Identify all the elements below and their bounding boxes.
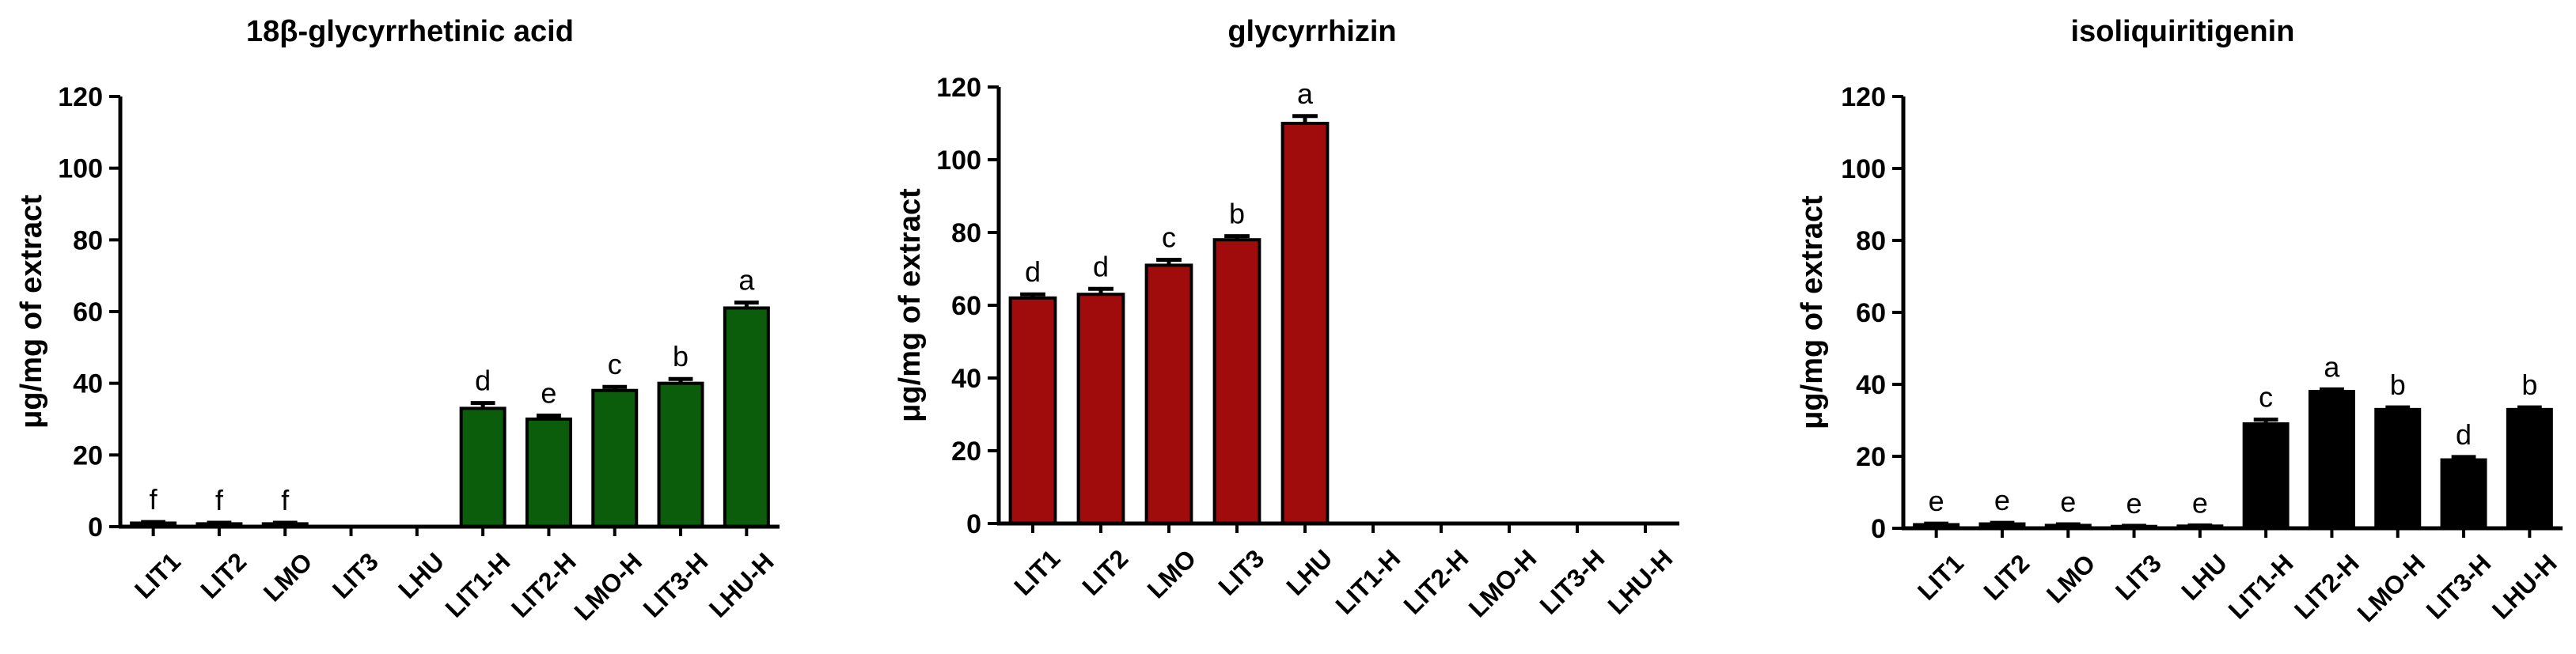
significance-letter: f xyxy=(150,483,158,516)
x-tick-label: LIT2-H xyxy=(1398,544,1474,620)
x-tick-label: LHU xyxy=(1280,544,1337,601)
y-tick-label: 120 xyxy=(58,82,103,112)
significance-letter: f xyxy=(215,484,224,516)
x-tick-label: LHU xyxy=(393,547,450,604)
y-tick-label: 100 xyxy=(936,146,981,176)
x-tick-label: LIT1-H xyxy=(440,547,516,623)
x-tick-label: LHU-H xyxy=(704,547,780,623)
chart-title: glycyrrhizin xyxy=(1227,15,1396,48)
x-tick-label: LHU-H xyxy=(2487,549,2563,625)
x-tick-label: LIT1-H xyxy=(1330,544,1406,620)
bar xyxy=(2440,458,2487,530)
x-tick-label: LIT3-H xyxy=(638,547,714,623)
x-tick-label: LIT2-H xyxy=(2289,549,2365,625)
bar xyxy=(1076,293,1125,525)
significance-letter: d xyxy=(2456,418,2472,451)
x-tick-label: LIT2 xyxy=(195,547,252,604)
x-tick-label: LMO xyxy=(1142,544,1202,604)
significance-letter: e xyxy=(2060,486,2076,518)
x-tick-label: LIT3 xyxy=(1212,544,1269,601)
significance-letter: c xyxy=(2259,381,2273,414)
significance-letter: c xyxy=(1162,221,1176,254)
x-tick-label: LIT1-H xyxy=(2223,549,2299,625)
significance-letter: e xyxy=(1994,484,2010,516)
significance-letter: b xyxy=(673,340,689,372)
y-tick-label: 100 xyxy=(58,154,103,184)
y-tick-label: 80 xyxy=(73,225,103,255)
bar xyxy=(1212,238,1261,525)
bar xyxy=(525,418,572,528)
significance-letter: c xyxy=(608,348,622,380)
x-tick-label: LIT3-H xyxy=(1535,544,1610,620)
x-tick-label: LMO xyxy=(2041,549,2101,609)
significance-letter: d xyxy=(475,365,491,397)
y-tick-label: 20 xyxy=(951,437,981,467)
y-tick-label: 60 xyxy=(73,297,103,327)
x-tick-label: LIT3 xyxy=(327,547,384,604)
y-tick-label: 120 xyxy=(1841,82,1886,112)
x-tick-label: LIT2 xyxy=(1978,549,2035,606)
significance-letter: a xyxy=(1297,77,1314,110)
y-axis-label: μg/mg of extract xyxy=(15,195,48,429)
significance-letter: e xyxy=(2192,486,2208,519)
y-tick-label: 0 xyxy=(1871,514,1886,544)
significance-letter: e xyxy=(2126,487,2142,520)
y-tick-label: 40 xyxy=(951,364,981,394)
bar xyxy=(591,388,639,528)
x-tick-label: LIT1 xyxy=(1008,544,1065,601)
chart-title: 18β-glycyrrhetinic acid xyxy=(246,15,574,48)
y-tick-label: 40 xyxy=(73,369,103,399)
x-tick-label: LIT3-H xyxy=(2421,549,2497,625)
x-tick-label: LMO xyxy=(258,547,318,607)
x-tick-label: LIT2-H xyxy=(506,547,582,623)
y-tick-label: 20 xyxy=(1856,442,1886,472)
bar xyxy=(723,306,770,528)
bar xyxy=(2242,422,2290,530)
chart-panel-1: 18β-glycyrrhetinic acid μg/mg of extract f… xyxy=(15,15,780,626)
significance-letter: b xyxy=(2521,369,2537,401)
x-tick-label: LIT2 xyxy=(1076,544,1133,601)
x-tick-label: LIT1 xyxy=(129,547,186,604)
x-tick-label: LIT1 xyxy=(1912,549,1969,606)
bar xyxy=(2308,390,2355,530)
y-tick-label: 60 xyxy=(951,291,981,321)
bar xyxy=(1144,263,1193,525)
x-tick-label: LIT3 xyxy=(2110,549,2167,606)
significance-letter: d xyxy=(1093,250,1109,282)
y-tick-label: 20 xyxy=(73,440,103,471)
significance-letter: d xyxy=(1025,255,1041,288)
x-tick-label: LHU-H xyxy=(1603,544,1679,620)
y-axis-label: μg/mg of extract xyxy=(1796,195,1829,429)
y-axis-label: μg/mg of extract xyxy=(893,188,927,422)
bar xyxy=(2374,407,2422,530)
y-tick-label: 0 xyxy=(88,512,103,542)
significance-letter: b xyxy=(1229,198,1245,230)
y-tick-label: 40 xyxy=(1856,370,1886,400)
significance-letter: e xyxy=(1929,485,1944,517)
significance-letter: f xyxy=(281,484,290,516)
y-tick-label: 100 xyxy=(1841,154,1886,184)
y-tick-label: 0 xyxy=(966,509,981,539)
x-tick-label: LMO-H xyxy=(1463,544,1542,623)
y-tick-label: 80 xyxy=(1856,226,1886,256)
significance-letter: a xyxy=(2324,350,2340,383)
chart-panel-2: glycyrrhizin μg/mg of extract d LIT1 d LIT2 c L… xyxy=(893,15,1679,623)
bar xyxy=(657,381,704,528)
significance-letter: a xyxy=(738,264,755,297)
y-tick-label: 80 xyxy=(951,218,981,248)
bar xyxy=(2506,407,2553,530)
x-tick-label: LMO-H xyxy=(2352,549,2431,628)
y-tick-label: 120 xyxy=(936,73,981,103)
x-tick-label: LMO-H xyxy=(569,547,648,626)
significance-letter: b xyxy=(2390,369,2406,401)
bar xyxy=(1008,296,1057,525)
significance-letter: e xyxy=(541,376,556,409)
bar xyxy=(1280,122,1330,525)
y-tick-label: 60 xyxy=(1856,298,1886,328)
chart-title: isoliquiritigenin xyxy=(2071,15,2295,48)
x-tick-label: LHU xyxy=(2176,549,2233,606)
bar xyxy=(459,406,506,529)
